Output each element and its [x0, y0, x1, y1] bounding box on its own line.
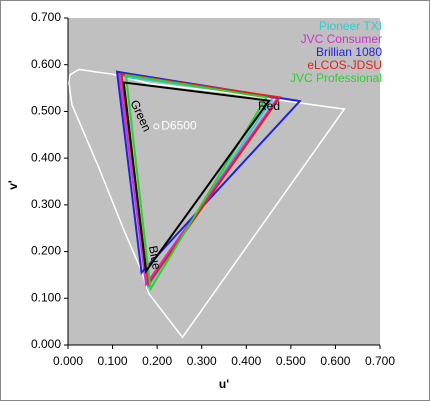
x-axis-title: u': [219, 377, 229, 391]
vertex-label: Blue: [146, 245, 164, 271]
legend-entry: JVC Professional: [290, 71, 382, 85]
white-point: [153, 123, 160, 130]
x-tick-label: 0.300: [187, 354, 217, 368]
y-tick-label: 0.000: [31, 337, 61, 351]
x-tick-label: 0.000: [53, 354, 83, 368]
gamut-triangle: [122, 81, 271, 274]
x-tick-label: 0.700: [365, 354, 395, 368]
y-tick-label: 0.500: [31, 104, 61, 118]
y-tick-label: 0.700: [31, 10, 61, 24]
x-tick-label: 0.400: [231, 354, 261, 368]
vertex-label: Red: [258, 99, 280, 113]
legend-entry: Brillian 1080: [316, 45, 382, 59]
x-tick-label: 0.100: [98, 354, 128, 368]
white-point-label: D6500: [161, 119, 197, 133]
y-tick-label: 0.600: [31, 57, 61, 71]
y-tick-label: 0.200: [31, 244, 61, 258]
spectral-locus: [68, 68, 346, 339]
y-axis-title: v': [6, 180, 20, 190]
x-tick-label: 0.600: [320, 354, 350, 368]
y-tick-label: 0.100: [31, 290, 61, 304]
legend-entry: Pioneer TXI: [319, 19, 382, 33]
gamut-triangle: [124, 73, 268, 292]
legend-entry: JVC Consumer: [301, 32, 382, 46]
y-tick-label: 0.400: [31, 150, 61, 164]
legend-entry: eLCOS-JDSU: [307, 58, 382, 72]
y-tick-label: 0.300: [31, 197, 61, 211]
x-tick-label: 0.200: [142, 354, 172, 368]
x-tick-label: 0.500: [276, 354, 306, 368]
